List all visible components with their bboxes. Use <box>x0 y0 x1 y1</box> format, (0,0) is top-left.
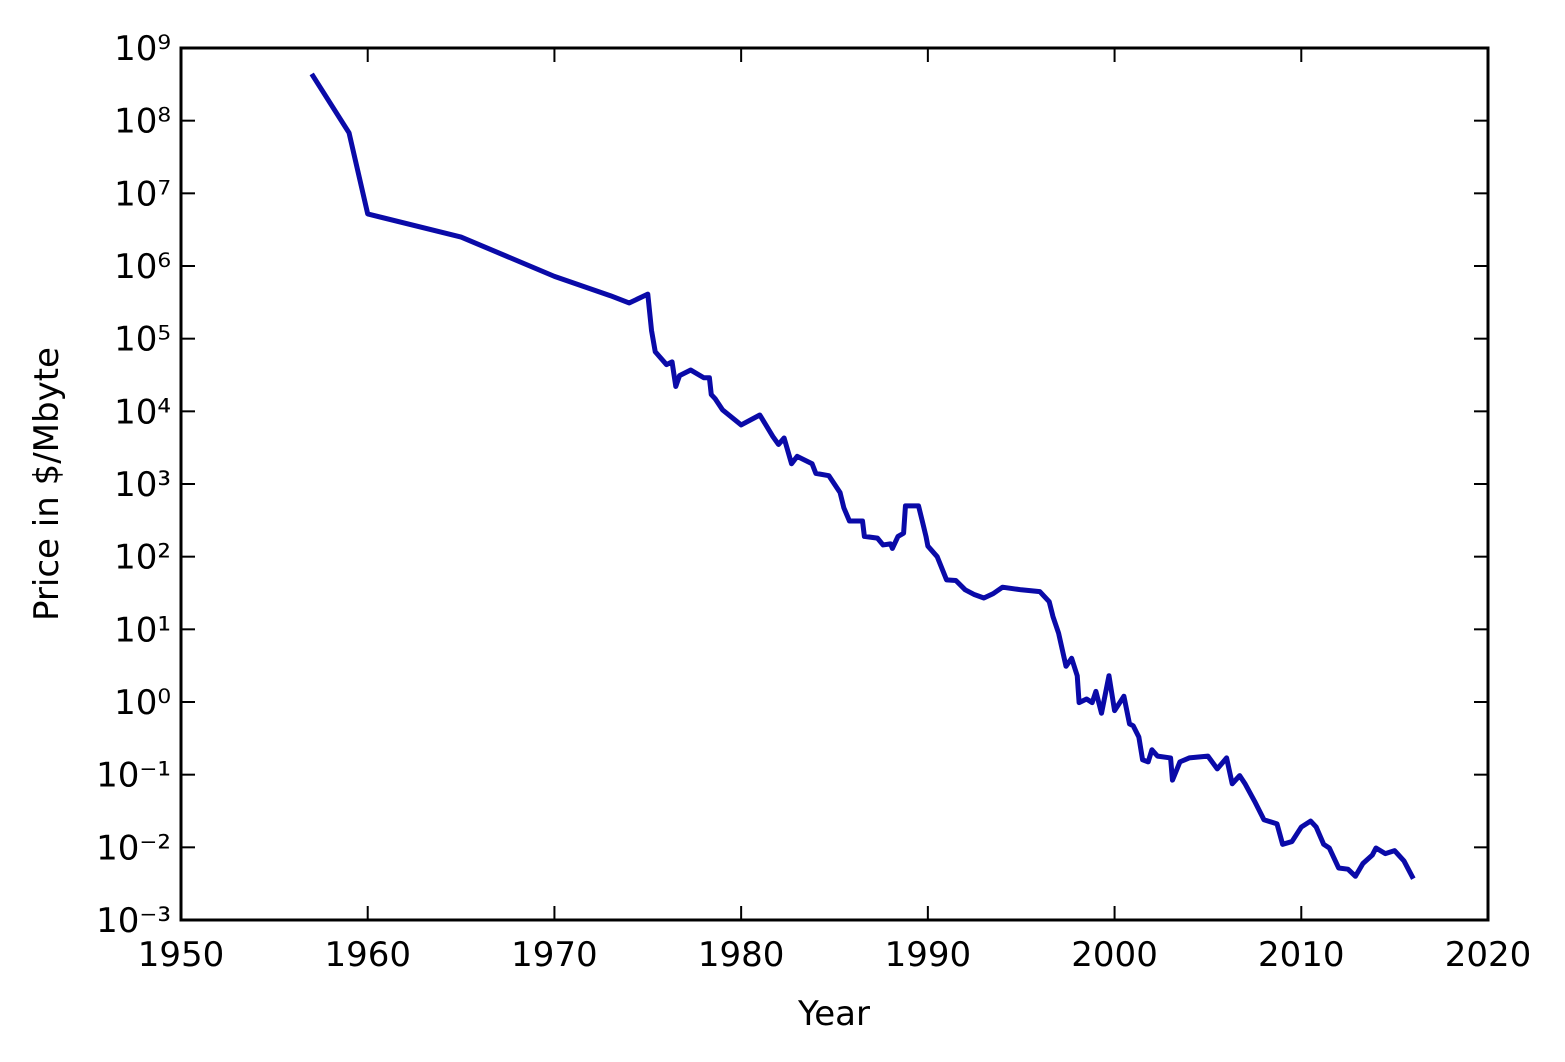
y-tick-label: 10⁶ <box>114 247 171 287</box>
y-tick-label: 10⁻¹ <box>96 756 171 796</box>
y-tick-label: 10⁻² <box>96 828 171 868</box>
x-tick-label: 1960 <box>324 935 411 975</box>
y-tick-label: 10⁹ <box>114 29 171 69</box>
y-tick-label: 10⁰ <box>114 683 171 723</box>
x-tick-label: 2010 <box>1258 935 1345 975</box>
y-axis-label: Price in $/Mbyte <box>27 347 67 621</box>
x-tick-label: 1980 <box>698 935 785 975</box>
plot-frame <box>179 46 1490 922</box>
x-tick-label: 2020 <box>1445 935 1532 975</box>
y-tick-label: 10⁵ <box>114 320 171 360</box>
y-tick-label: 10⁻³ <box>96 901 171 941</box>
y-tick-label: 10⁷ <box>114 174 171 214</box>
y-tick-label: 10² <box>114 538 171 578</box>
y-tick-label: 10¹ <box>114 610 171 650</box>
data-line <box>309 72 1416 880</box>
x-tick-label: 1990 <box>885 935 972 975</box>
x-tick-label: 1970 <box>511 935 598 975</box>
y-tick-label: 10³ <box>114 465 171 505</box>
x-tick-label: 1950 <box>138 935 225 975</box>
x-tick-label: 2000 <box>1071 935 1158 975</box>
y-tick-label: 10⁴ <box>114 392 171 432</box>
x-axis-label: Year <box>797 994 870 1034</box>
y-tick-label: 10⁸ <box>114 102 171 142</box>
